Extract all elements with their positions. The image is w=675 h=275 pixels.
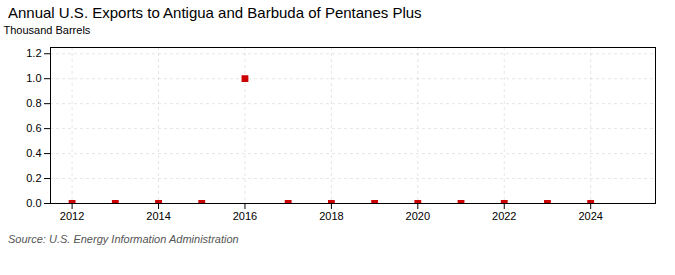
svg-text:0.6: 0.6 (26, 122, 41, 134)
svg-text:1.2: 1.2 (26, 47, 41, 59)
svg-text:2020: 2020 (406, 210, 430, 222)
svg-text:2016: 2016 (233, 210, 257, 222)
html-text:Annual U.S. Exports to Antigua: Annual U.S. Exports to Antigua and Barbu… (8, 4, 422, 21)
svg-text:2022: 2022 (492, 210, 516, 222)
svg-text:Thousand Barrels: Thousand Barrels (4, 24, 91, 36)
svg-text:1.0: 1.0 (26, 72, 41, 84)
svg-text:2012: 2012 (60, 210, 84, 222)
svg-text:2014: 2014 (146, 210, 170, 222)
svg-text:0.4: 0.4 (26, 147, 41, 159)
html-text:Source: U.S. Energy Informatio: Source: U.S. Energy Information Administ… (8, 233, 239, 245)
svg-text:2024: 2024 (578, 210, 602, 222)
svg-text:2018: 2018 (319, 210, 343, 222)
svg-text:0.0: 0.0 (26, 197, 41, 209)
svg-text:0.2: 0.2 (26, 172, 41, 184)
svg-text:0.8: 0.8 (26, 97, 41, 109)
